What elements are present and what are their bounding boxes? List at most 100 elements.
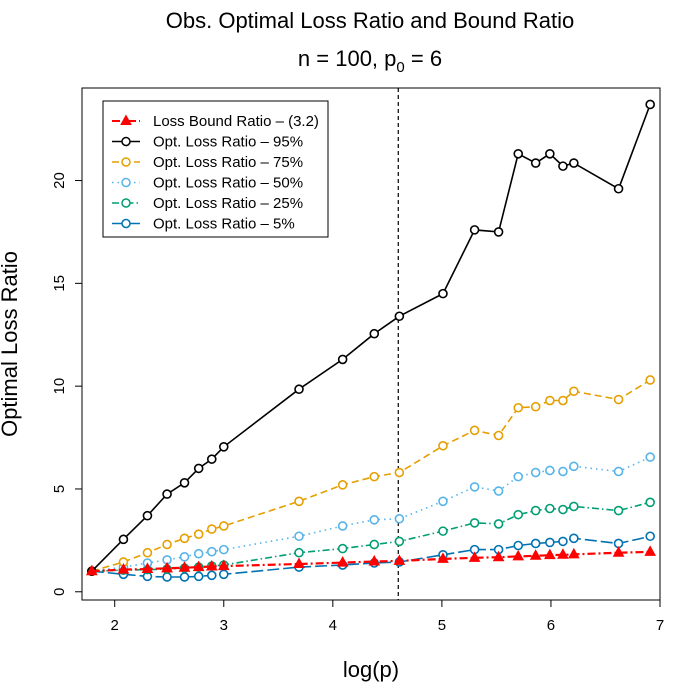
data-point bbox=[337, 521, 348, 531]
data-point bbox=[512, 549, 525, 561]
data-point bbox=[569, 533, 579, 544]
x-tick-label: 4 bbox=[329, 617, 337, 634]
y-tick-label: 15 bbox=[51, 275, 68, 292]
data-point bbox=[529, 549, 542, 560]
series-line bbox=[91, 501, 651, 572]
y-tick-label: 5 bbox=[51, 485, 68, 493]
data-point bbox=[545, 465, 555, 476]
data-point bbox=[294, 531, 304, 542]
x-tick-label: 6 bbox=[547, 617, 555, 634]
legend: Loss Bound Ratio – (3.2) Opt. Loss Ratio … bbox=[102, 100, 329, 238]
data-point bbox=[493, 486, 504, 496]
data-point bbox=[218, 442, 229, 452]
data-point bbox=[293, 557, 305, 569]
data-point bbox=[493, 227, 504, 237]
data-point bbox=[294, 547, 304, 558]
data-point bbox=[205, 559, 218, 571]
data-point bbox=[645, 452, 655, 462]
data-point bbox=[193, 548, 204, 559]
data-point bbox=[369, 539, 380, 550]
y-axis: 0 5 10 15 20 bbox=[51, 172, 83, 596]
data-point bbox=[530, 158, 541, 168]
data-point bbox=[179, 552, 190, 562]
legend-item: Loss Bound Ratio – (3.2) bbox=[112, 113, 319, 130]
data-point bbox=[569, 158, 579, 168]
data-point bbox=[493, 430, 504, 441]
data-point bbox=[558, 504, 568, 515]
data-point bbox=[294, 496, 304, 507]
data-point bbox=[645, 99, 655, 110]
data-point bbox=[193, 463, 204, 474]
data-point bbox=[394, 536, 405, 547]
data-point bbox=[438, 526, 448, 536]
data-point bbox=[217, 559, 230, 571]
data-point bbox=[613, 505, 624, 516]
data-point bbox=[468, 551, 481, 562]
data-point bbox=[545, 148, 555, 159]
data-point bbox=[206, 570, 217, 581]
data-point bbox=[567, 547, 580, 559]
data-point bbox=[544, 548, 556, 560]
legend-marker bbox=[121, 218, 131, 229]
data-point bbox=[337, 354, 348, 365]
data-point bbox=[469, 425, 480, 436]
legend-label: Opt. Loss Ratio – 50% bbox=[153, 175, 303, 192]
y-axis-title: Optimal Loss Ratio bbox=[0, 251, 22, 437]
data-point bbox=[438, 288, 448, 299]
data-point bbox=[179, 572, 190, 582]
data-point bbox=[558, 395, 568, 406]
legend-label: Opt. Loss Ratio – 95% bbox=[153, 134, 303, 151]
data-point bbox=[162, 539, 172, 550]
data-point bbox=[369, 515, 380, 525]
legend-marker bbox=[121, 198, 131, 208]
data-point bbox=[337, 543, 348, 554]
series-1 bbox=[87, 99, 655, 577]
data-point bbox=[192, 560, 205, 572]
data-point bbox=[142, 510, 153, 521]
data-point bbox=[530, 505, 541, 516]
data-point bbox=[569, 386, 579, 397]
data-point bbox=[393, 554, 406, 565]
data-point bbox=[162, 572, 172, 582]
data-point bbox=[513, 148, 524, 159]
data-point bbox=[613, 183, 624, 194]
x-axis: 2 3 4 5 6 7 bbox=[111, 599, 664, 634]
legend-label: Opt. Loss Ratio – 75% bbox=[153, 154, 303, 171]
data-point bbox=[545, 503, 555, 514]
data-point bbox=[493, 519, 504, 529]
legend-marker bbox=[121, 136, 131, 147]
data-point bbox=[218, 521, 229, 531]
data-point bbox=[368, 555, 381, 566]
data-point bbox=[142, 547, 153, 558]
data-point bbox=[569, 501, 579, 512]
data-point bbox=[545, 395, 555, 406]
legend-marker bbox=[120, 114, 132, 125]
data-point bbox=[438, 440, 448, 451]
legend-label: Loss Bound Ratio – (3.2) bbox=[153, 113, 319, 130]
legend-marker bbox=[121, 157, 131, 167]
data-point bbox=[545, 537, 555, 548]
series-layer bbox=[85, 99, 657, 582]
data-point bbox=[469, 225, 480, 235]
x-tick-label: 3 bbox=[220, 617, 228, 634]
x-tick-label: 5 bbox=[438, 617, 446, 634]
data-point bbox=[558, 466, 568, 477]
data-point bbox=[179, 477, 190, 488]
x-tick-label: 2 bbox=[111, 617, 119, 634]
data-point bbox=[612, 546, 625, 557]
data-point bbox=[645, 375, 655, 385]
data-point bbox=[118, 534, 129, 545]
data-point bbox=[644, 545, 657, 556]
y-tick-label: 20 bbox=[51, 172, 68, 189]
data-point bbox=[179, 533, 190, 544]
data-point bbox=[85, 564, 98, 576]
series-0 bbox=[85, 545, 657, 576]
data-point bbox=[513, 402, 524, 413]
data-point bbox=[645, 531, 655, 542]
data-point bbox=[337, 480, 348, 490]
data-point bbox=[294, 384, 304, 395]
data-point bbox=[141, 562, 154, 573]
data-point bbox=[558, 536, 568, 547]
series-line bbox=[91, 535, 651, 578]
